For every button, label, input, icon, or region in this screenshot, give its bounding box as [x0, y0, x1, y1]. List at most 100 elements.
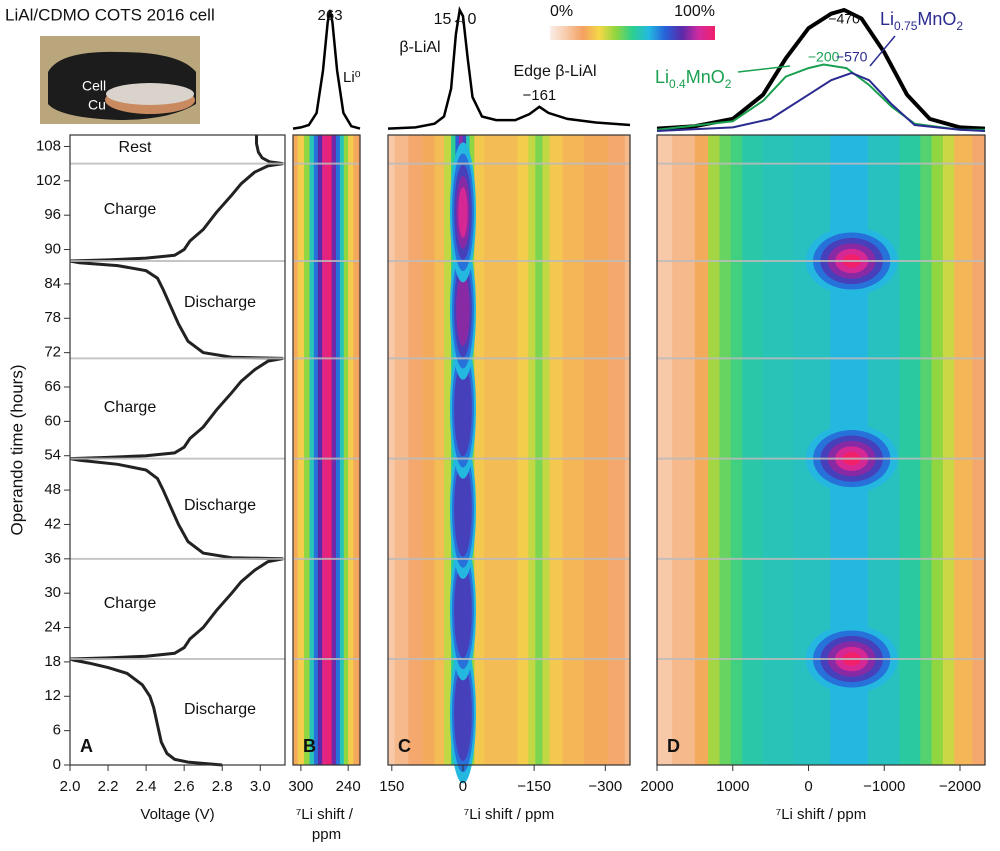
heat-stripe [322, 135, 328, 765]
heat-stripe [434, 135, 445, 765]
hotspot [458, 187, 468, 238]
panel-letter: C [398, 736, 411, 756]
heat-stripe [562, 135, 585, 765]
heat-stripe [297, 135, 305, 765]
heat-stripe [357, 135, 361, 765]
y-tick-label: 66 [44, 378, 61, 395]
hotspot [454, 665, 472, 762]
plot-frame [292, 134, 361, 766]
heat-stripe [920, 135, 933, 765]
x-tick-label: 150 [379, 778, 404, 795]
species-label: Li⁰ [343, 69, 361, 86]
heat-stripe [931, 135, 944, 765]
x-tick-label: 1000 [716, 778, 749, 795]
x-tick-label: 2000 [640, 778, 673, 795]
y-tick-label: 36 [44, 550, 61, 567]
y-tick-label: 90 [44, 241, 61, 258]
hotspot [454, 461, 472, 557]
x-axis-label: Voltage (V) [140, 806, 214, 823]
y-tick-label: 108 [36, 137, 61, 154]
heat-stripe [549, 135, 564, 765]
cell-top [106, 83, 194, 105]
x-tick-label: 2.4 [136, 778, 157, 795]
x-tick-label: 300 [288, 778, 313, 795]
legend-label: Li0.75MnO2 [880, 9, 963, 33]
heat-stripe [388, 135, 396, 765]
x-tick-label: −300 [588, 778, 622, 795]
species-label: 15↔0 [434, 11, 477, 28]
panel-letter: D [667, 736, 680, 756]
hotspot [456, 273, 470, 347]
chart-title: LiAl/CDMO COTS 2016 cell [5, 5, 215, 24]
panel-letter: B [303, 736, 316, 756]
voltage-curve [69, 135, 284, 767]
y-tick-label: 0 [53, 756, 61, 773]
y-tick-label: 12 [44, 687, 61, 704]
x-tick-label: 3.0 [250, 778, 271, 795]
heat-stripe [624, 135, 631, 765]
panel: 2000 1000 0 −1000 −2000 ⁷Li shift / ppm D [640, 7, 986, 823]
y-tick-label: 60 [44, 412, 61, 429]
photo-label: Cell [82, 78, 106, 94]
peak-label: −161 [522, 87, 556, 104]
heat-stripe [348, 135, 354, 765]
y-tick-label: 48 [44, 481, 61, 498]
heat-stripe [304, 135, 311, 765]
x-tick-label: 2.6 [174, 778, 195, 795]
heat-stripe [954, 135, 974, 765]
hotspot [454, 361, 472, 457]
x-tick-label: −150 [517, 778, 551, 795]
y-tick-label: 96 [44, 206, 61, 223]
plot-frame [656, 134, 986, 766]
peak-label: 263 [318, 7, 343, 24]
heat-stripe [339, 135, 345, 765]
y-tick-label: 42 [44, 515, 61, 532]
phase-annotation: Discharge [184, 294, 256, 311]
x-tick-label: 0 [804, 778, 812, 795]
plot-frame [387, 134, 631, 766]
legend-label: Li0.4MnO2 [655, 67, 732, 91]
peak-label: −470 [828, 11, 860, 27]
heat-stripe [719, 135, 732, 765]
heat-stripe [535, 135, 544, 765]
legend-arrow [869, 35, 896, 67]
heat-stripe [500, 135, 519, 765]
x-tick-label: 2.0 [60, 778, 81, 795]
y-tick-label: 78 [44, 309, 61, 326]
y-tick-label: 6 [53, 722, 61, 739]
x-tick-label: −2000 [939, 778, 981, 795]
heat-stripe [335, 135, 341, 765]
heat-stripe [443, 135, 452, 765]
x-axis-label: ⁷Li shift / ppm [296, 806, 357, 843]
heat-stripe [972, 135, 986, 765]
heat-stripe [394, 135, 410, 765]
phase-annotation: Discharge [184, 701, 256, 718]
species-label: Edge β-LiAl [513, 63, 596, 80]
panel-letter: A [80, 736, 93, 756]
heat-stripe [422, 135, 436, 765]
x-tick-label: 240 [336, 778, 361, 795]
y-tick-label: 24 [44, 619, 61, 636]
spectrum-line [292, 9, 361, 130]
heat-stripe [293, 135, 299, 765]
species-label: β-LiAl [399, 39, 440, 56]
heat-stripe [583, 135, 609, 765]
phase-annotation: Discharge [184, 497, 256, 514]
peak-label: −200 [808, 49, 840, 65]
x-axis-label: ⁷Li shift / ppm [776, 806, 866, 823]
spectrum-line [656, 7, 986, 131]
heat-stripe [309, 135, 315, 765]
colorbar [550, 26, 715, 40]
y-tick-label: 18 [44, 653, 61, 670]
heat-stripe [899, 135, 921, 765]
peak-label: −570 [836, 49, 868, 65]
photo-label: 1.6 mm [205, 51, 252, 67]
phase-annotation: Charge [104, 201, 157, 218]
phase-annotation: Charge [104, 595, 157, 612]
heat-stripe [657, 135, 673, 765]
spectrum-line [387, 6, 631, 130]
thickness-marker [205, 71, 213, 93]
heat-stripe [694, 135, 709, 765]
heat-stripe [474, 135, 485, 765]
